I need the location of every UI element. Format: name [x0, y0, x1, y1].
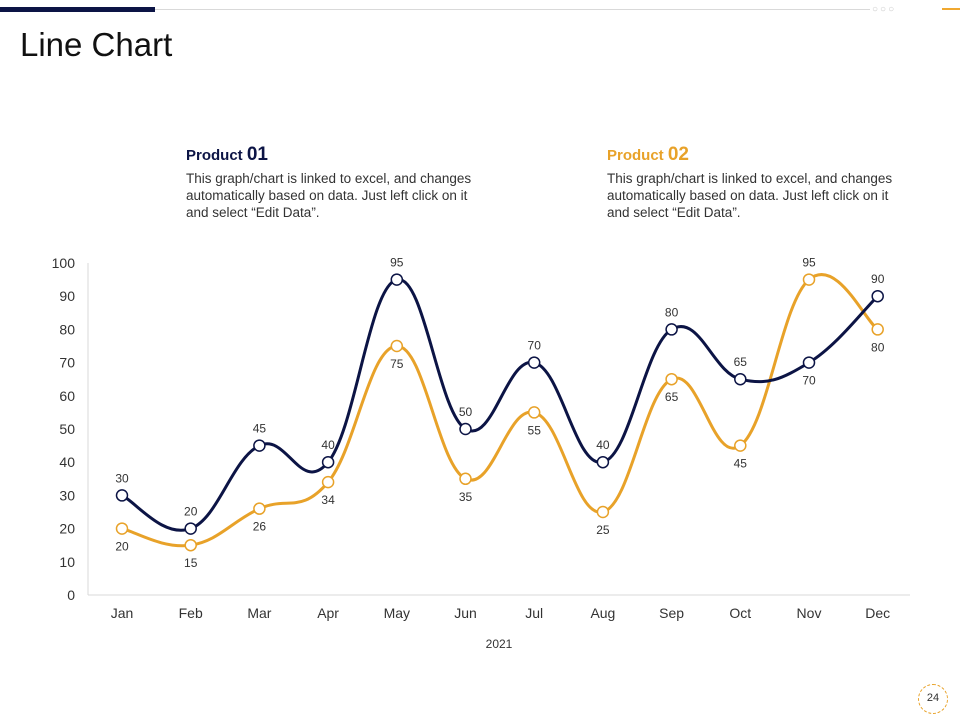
data-label-series-1: 20 — [184, 505, 198, 519]
data-label-series-1: 65 — [734, 355, 748, 369]
y-tick-label: 10 — [59, 554, 75, 570]
y-tick-label: 90 — [59, 288, 75, 304]
data-label-series-1: 70 — [528, 339, 542, 353]
data-point-series-1 — [871, 289, 884, 303]
legend-number: 02 — [667, 144, 689, 165]
data-label-series-2: 80 — [871, 340, 885, 354]
y-tick-label: 0 — [67, 587, 75, 603]
data-label-series-1: 90 — [871, 272, 885, 286]
page-number-badge: 24 — [918, 684, 948, 714]
header-dots-decoration: ○○○ — [872, 4, 897, 15]
data-point-series-1 — [527, 356, 541, 369]
legend-description: This graph/chart is linked to excel, and… — [186, 171, 472, 220]
data-point-series-1 — [596, 455, 610, 469]
data-label-series-1: 40 — [321, 438, 335, 452]
x-tick-label: Nov — [797, 605, 822, 621]
data-label-series-2: 65 — [665, 390, 679, 404]
data-point-series-1 — [459, 422, 472, 436]
data-label-series-2: 25 — [596, 523, 610, 537]
data-label-series-2: 75 — [390, 357, 404, 371]
y-tick-label: 40 — [59, 454, 75, 470]
x-tick-label: Dec — [865, 605, 890, 621]
page-title: Line Chart — [20, 26, 173, 63]
y-tick-label: 50 — [59, 421, 75, 437]
data-point-series-1 — [321, 455, 335, 469]
x-tick-label: Apr — [317, 605, 339, 621]
data-label-series-2: 45 — [734, 457, 748, 471]
data-label-series-2: 15 — [184, 556, 198, 570]
data-point-series-2 — [321, 475, 335, 489]
data-point-series-2 — [527, 406, 541, 419]
data-label-series-1: 80 — [665, 305, 679, 319]
data-label-series-1: 40 — [596, 438, 610, 452]
legend-description: This graph/chart is linked to excel, and… — [607, 171, 893, 220]
series-line-2 — [121, 273, 879, 548]
x-tick-label: Jun — [454, 605, 477, 621]
legend-name: Product — [186, 147, 243, 164]
data-label-series-1: 70 — [802, 374, 816, 388]
data-label-series-2: 20 — [115, 540, 129, 554]
data-label-series-2: 55 — [528, 423, 542, 437]
x-tick-label: Sep — [659, 605, 684, 621]
data-point-series-2 — [459, 472, 472, 486]
legend-product-02: Product 02 This graph/chart is linked to… — [607, 144, 897, 221]
data-point-series-1 — [184, 522, 197, 535]
y-tick-label: 100 — [52, 255, 76, 271]
data-point-series-1 — [802, 356, 816, 369]
legend-name: Product — [607, 147, 664, 164]
data-point-series-1 — [665, 323, 678, 336]
y-tick-label: 70 — [59, 355, 75, 371]
y-tick-label: 80 — [59, 321, 75, 337]
y-tick-label: 20 — [59, 521, 75, 537]
data-point-series-2 — [596, 505, 610, 519]
x-tick-label: Oct — [729, 605, 751, 621]
data-point-series-1 — [390, 273, 404, 286]
data-point-series-1 — [253, 439, 266, 452]
data-label-series-2: 35 — [459, 490, 473, 504]
x-tick-label: Aug — [590, 605, 615, 621]
x-tick-label: Mar — [247, 605, 271, 621]
x-tick-label: Jul — [525, 605, 543, 621]
data-label-series-2: 95 — [802, 256, 816, 270]
x-axis-label: 2021 — [486, 637, 513, 651]
data-point-series-2 — [734, 439, 747, 452]
x-tick-label: May — [384, 605, 410, 621]
header-divider — [155, 9, 870, 10]
legend-product-01: Product 01 This graph/chart is linked to… — [186, 144, 476, 221]
data-point-series-1 — [115, 489, 129, 502]
x-tick-label: Jan — [111, 605, 134, 621]
data-label-series-1: 45 — [253, 422, 267, 436]
header-accent-bar — [0, 7, 155, 12]
x-tick-label: Feb — [179, 605, 203, 621]
data-label-series-1: 50 — [459, 405, 473, 419]
data-label-series-2: 26 — [253, 520, 267, 534]
data-point-series-2 — [115, 522, 129, 535]
data-label-series-1: 95 — [390, 256, 404, 270]
data-point-series-2 — [390, 339, 404, 353]
legend-number: 01 — [246, 144, 268, 165]
series-line-1 — [121, 278, 879, 532]
legend-heading: Product 01 — [186, 144, 476, 166]
data-point-series-1 — [734, 372, 747, 386]
legend-heading: Product 02 — [607, 144, 897, 166]
data-point-series-2 — [871, 323, 884, 336]
y-tick-label: 60 — [59, 388, 75, 404]
data-label-series-2: 34 — [321, 493, 335, 507]
y-tick-label: 30 — [59, 487, 75, 503]
header-orange-accent — [942, 8, 960, 10]
data-point-series-2 — [802, 273, 816, 286]
data-point-series-2 — [253, 502, 266, 515]
data-point-series-2 — [184, 538, 197, 552]
data-point-series-2 — [665, 372, 678, 386]
data-label-series-1: 30 — [115, 471, 129, 485]
